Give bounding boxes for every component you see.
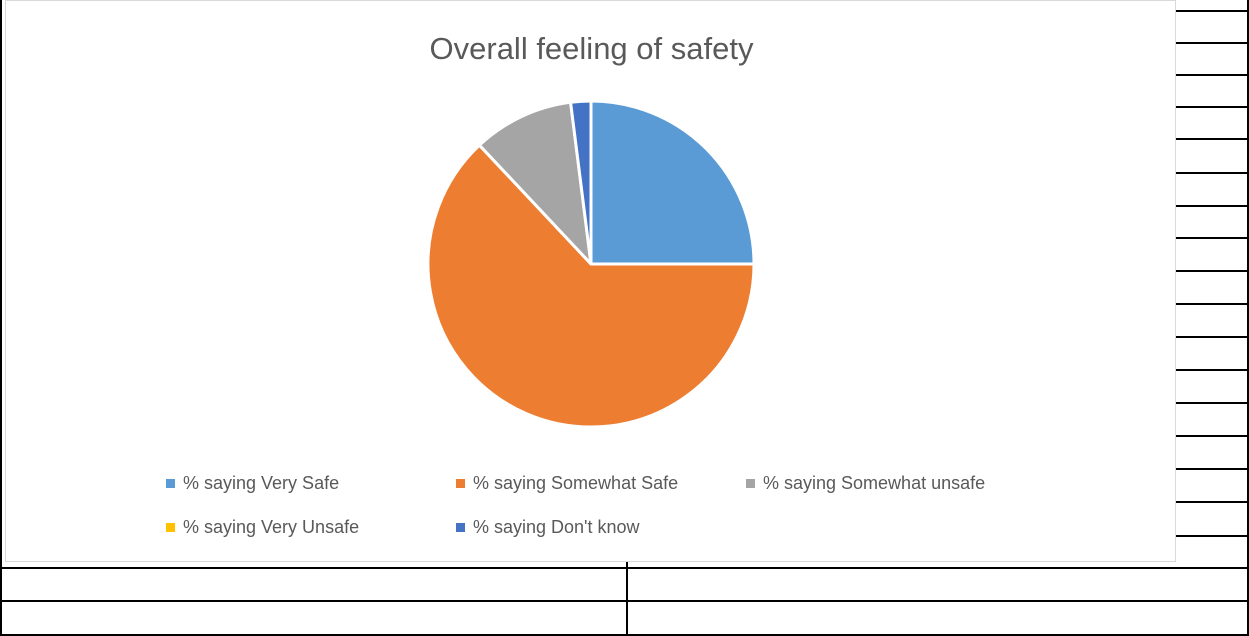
- legend-swatch: [456, 522, 465, 532]
- legend-item-saying-very-safe: % saying Very Safe: [166, 471, 339, 495]
- grid-line: [1176, 303, 1249, 305]
- legend-swatch: [746, 478, 755, 488]
- pie-slice-saying-somewhat-safe[interactable]: [426, 143, 756, 429]
- legend-swatch: [166, 478, 175, 488]
- grid-line: [1176, 10, 1249, 12]
- grid-line: [1176, 270, 1249, 272]
- legend-item-saying-very-unsafe: % saying Very Unsafe: [166, 515, 359, 539]
- grid-line: [0, 634, 1249, 636]
- grid-line: [0, 600, 1249, 602]
- legend-label: % saying Somewhat unsafe: [763, 472, 986, 493]
- legend-swatch: [166, 522, 175, 532]
- pie-chart: [426, 99, 756, 429]
- grid-line: [1176, 336, 1249, 338]
- grid-line: [1176, 435, 1249, 437]
- pie-slice-saying-somewhat-unsafe[interactable]: [477, 100, 593, 266]
- grid-line: [0, 0, 2, 636]
- grid-line: [1247, 0, 1249, 636]
- grid-line: [1176, 172, 1249, 174]
- legend-label: % saying Don't know: [473, 516, 640, 537]
- grid-line: [1176, 402, 1249, 404]
- grid-line: [1176, 237, 1249, 239]
- legend-label: % saying Very Unsafe: [183, 516, 360, 537]
- legend-item-saying-don-t-know: % saying Don't know: [456, 515, 640, 539]
- grid-line: [0, 567, 1249, 569]
- legend-swatch: [456, 478, 465, 488]
- grid-line: [1176, 205, 1249, 207]
- legend-item-saying-somewhat-safe: % saying Somewhat Safe: [456, 471, 678, 495]
- chart-area[interactable]: Overall feeling of safety % saying Very …: [5, 0, 1176, 562]
- legend-label: % saying Somewhat Safe: [473, 472, 679, 493]
- grid-line: [1176, 138, 1249, 140]
- grid-line: [1176, 74, 1249, 76]
- grid-line: [1176, 106, 1249, 108]
- grid-line: [1176, 501, 1249, 503]
- grid-line: [1176, 369, 1249, 371]
- chart-title: Overall feeling of safety: [429, 31, 754, 66]
- pie-slice-saying-very-safe[interactable]: [589, 99, 756, 266]
- grid-line: [1176, 42, 1249, 44]
- grid-line: [1176, 468, 1249, 470]
- legend-label: % saying Very Safe: [183, 472, 340, 493]
- pie-slice-saying-don-t-know[interactable]: [569, 99, 593, 266]
- grid-line: [1176, 535, 1249, 537]
- legend-item-saying-somewhat-unsafe: % saying Somewhat unsafe: [746, 471, 985, 495]
